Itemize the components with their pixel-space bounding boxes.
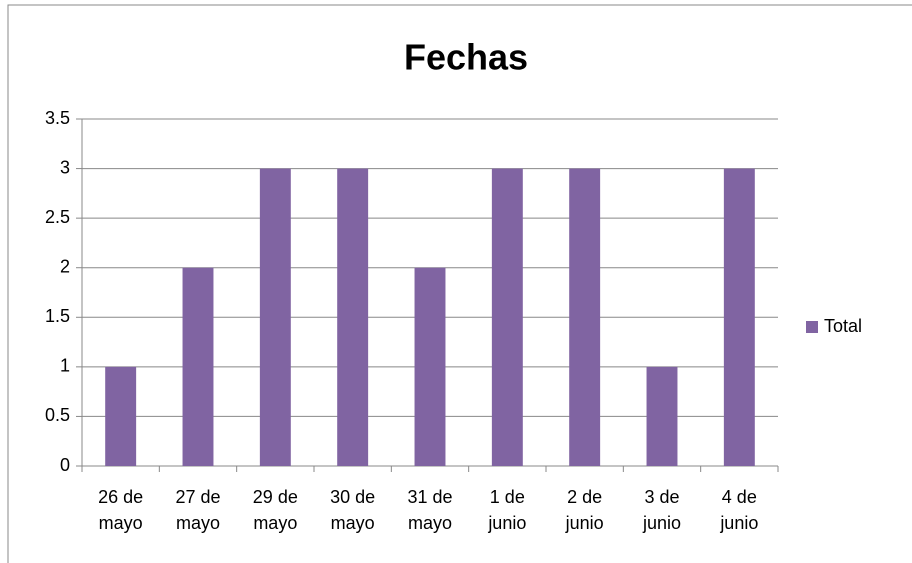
y-tick-label: 1 (60, 356, 70, 376)
y-tick-label: 3.5 (45, 108, 70, 128)
y-tick-label: 2.5 (45, 207, 70, 227)
x-tick-label: 30 de mayo (330, 487, 376, 533)
y-tick-label: 0 (60, 455, 70, 475)
bar (105, 366, 137, 466)
x-tick-label: 3 de junio (642, 487, 682, 533)
bar (182, 267, 214, 466)
y-tick-label: 3 (60, 157, 70, 177)
legend-swatch (806, 321, 818, 333)
bar (569, 168, 601, 467)
x-tick-label: 26 de mayo (98, 487, 144, 533)
chart-frame (7, 4, 912, 563)
chart-title: Fechas (404, 37, 528, 78)
bar (414, 267, 446, 466)
x-tick-label: 29 de mayo (252, 487, 298, 533)
bar (337, 168, 369, 467)
bar (259, 168, 291, 467)
y-tick-label: 0.5 (45, 405, 70, 425)
y-tick-label: 2 (60, 256, 70, 276)
bar (723, 168, 755, 467)
x-tick-label: 4 de junio (720, 487, 759, 533)
x-tick-label: 2 de junio (565, 487, 604, 533)
x-tick-label: 27 de mayo (175, 487, 221, 533)
x-tick-label: 1 de junio (488, 487, 527, 533)
legend-label: Total (824, 316, 862, 336)
bar (491, 168, 523, 467)
bar (646, 366, 678, 466)
y-tick-label: 1.5 (45, 306, 70, 326)
x-tick-label: 31 de mayo (407, 487, 453, 533)
